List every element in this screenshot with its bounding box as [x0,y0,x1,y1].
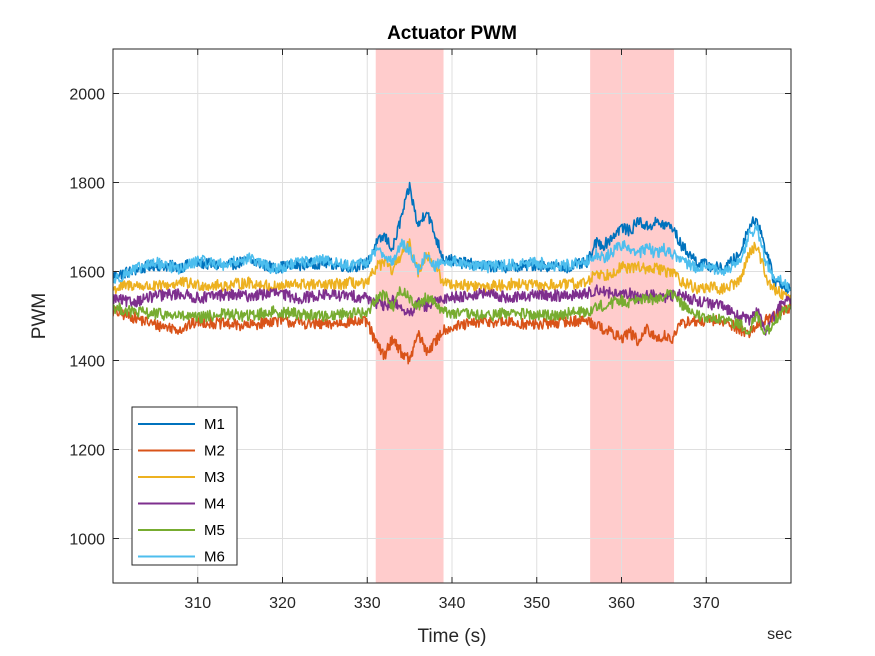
y-tick-labels: 1000 1200 1400 1600 1800 2000 [69,87,791,549]
series-line-m4 [113,284,791,336]
series-line-m6 [113,223,791,292]
legend-label-m5: M5 [204,522,225,539]
legend-label-m3: M3 [204,469,225,486]
legend-label-m1: M1 [204,416,225,433]
series-line-m5 [113,286,791,336]
highlight-band-2 [590,49,675,583]
y-axis-label: PWM [29,293,50,339]
series-lines [113,181,791,365]
x-tick-label: 320 [269,595,296,612]
y-tick-label: 1600 [69,265,105,282]
x-tick-label: 340 [439,595,466,612]
y-tick-label: 1000 [69,532,105,549]
chart-title: Actuator PWM [387,23,517,44]
y-tick-label: 2000 [69,87,105,104]
legend-label-m4: M4 [204,496,225,513]
highlight-bands [375,49,675,583]
x-tick-label: 310 [184,595,211,612]
x-unit-label: sec [767,626,792,643]
x-tick-label: 370 [693,595,720,612]
legend-label-m6: M6 [204,549,225,566]
x-tick-label: 350 [523,595,550,612]
y-tick-label: 1400 [69,354,105,371]
x-tick-label: 360 [608,595,635,612]
x-axis-label: Time (s) [418,626,487,647]
x-tick-label: 330 [354,595,381,612]
y-tick-label: 1800 [69,176,105,193]
legend-label-m2: M2 [204,443,225,460]
x-tick-labels: 310 320 330 340 350 360 370 [184,49,720,612]
legend: M1 M2 M3 M4 M5 M6 [131,406,238,566]
series-line-m2 [113,301,791,365]
legend-box [131,406,238,566]
y-tick-label: 1200 [69,443,105,460]
series-line-m3 [113,238,791,302]
